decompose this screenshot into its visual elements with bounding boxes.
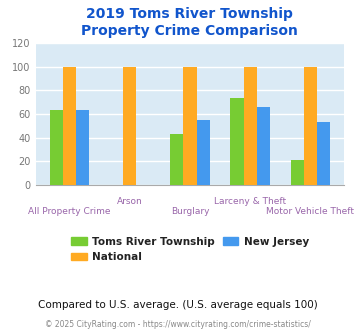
Bar [304,67,317,185]
Text: © 2025 CityRating.com - https://www.cityrating.com/crime-statistics/: © 2025 CityRating.com - https://www.city… [45,319,310,329]
Bar [230,98,244,185]
Bar [244,67,257,185]
Bar [290,160,304,185]
Bar [317,122,330,185]
Bar [170,134,183,185]
Bar [50,110,63,185]
Text: Larceny & Theft: Larceny & Theft [214,197,286,206]
Bar [123,67,136,185]
Bar [257,107,270,185]
Title: 2019 Toms River Township
Property Crime Comparison: 2019 Toms River Township Property Crime … [82,7,298,38]
Text: Arson: Arson [117,197,143,206]
Text: Motor Vehicle Theft: Motor Vehicle Theft [267,207,354,216]
Text: Burglary: Burglary [171,207,209,216]
Legend: Toms River Township, National, New Jersey: Toms River Township, National, New Jerse… [67,233,313,266]
Bar [183,67,197,185]
Text: Compared to U.S. average. (U.S. average equals 100): Compared to U.S. average. (U.S. average … [38,300,317,310]
Text: All Property Crime: All Property Crime [28,207,111,216]
Bar [76,110,89,185]
Bar [197,120,210,185]
Bar [63,67,76,185]
